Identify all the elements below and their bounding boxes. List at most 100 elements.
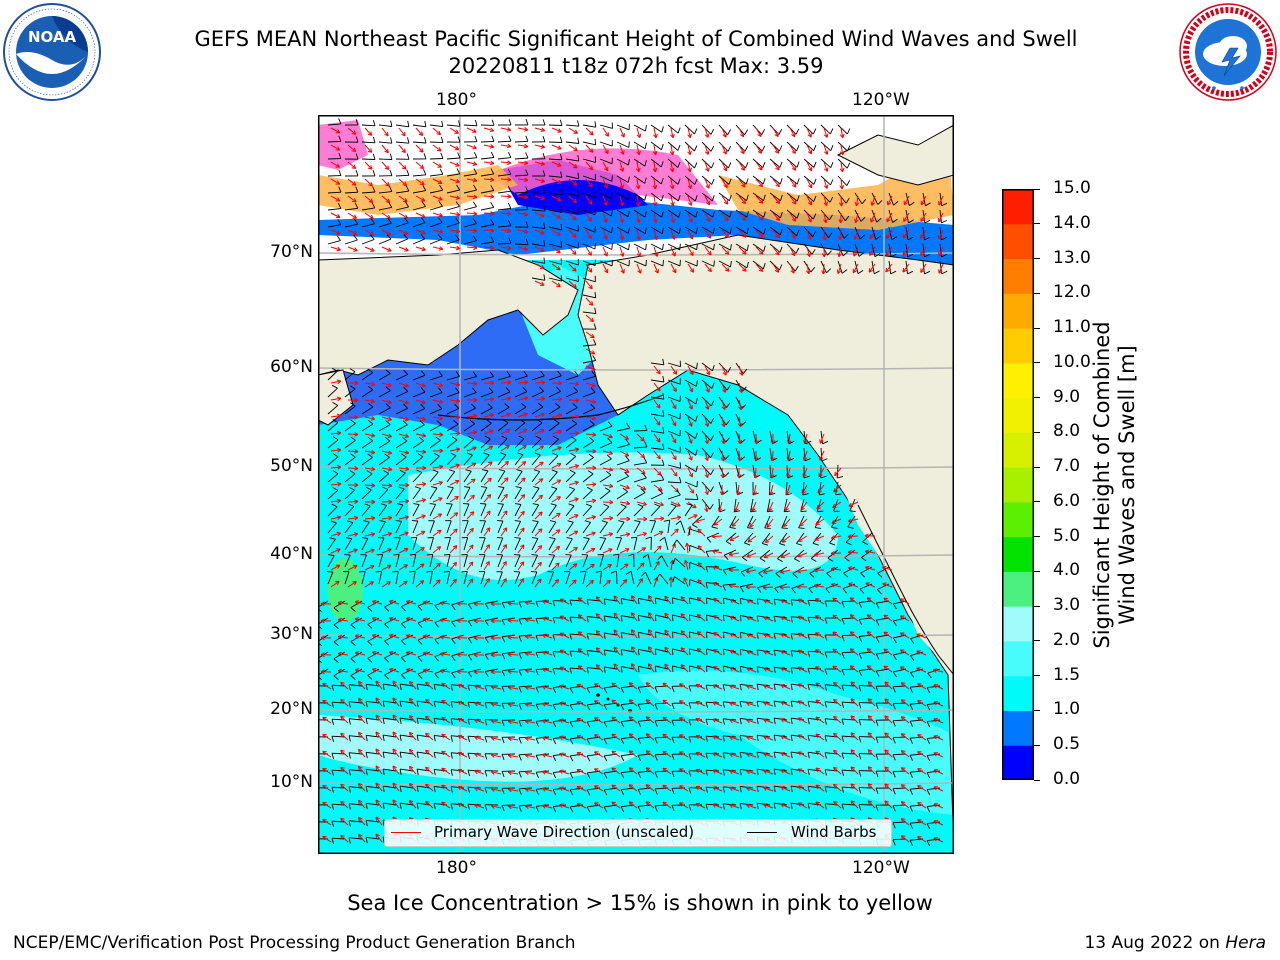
wave-direction-arrow [364,144,373,153]
wind-barb [803,124,817,135]
wind-barb [361,153,376,160]
wave-direction-arrow [670,229,676,240]
wave-direction-arrow [585,144,594,153]
wind-barb [633,226,647,234]
colorbar-tick-label: 0.5 [1053,734,1081,755]
wind-barb [463,135,478,143]
wind-barb [344,234,358,245]
wind-barb [532,119,546,126]
colorbar-segment [1002,745,1034,781]
wind-barb [429,217,443,228]
wave-direction-arrow [869,246,876,256]
wave-direction-arrow [738,127,745,138]
wave-direction-arrow [500,160,512,166]
wind-barb [463,152,478,160]
wave-direction-arrow [347,229,358,236]
wave-direction-arrow [687,212,693,223]
wind-barb [582,259,596,267]
wave-direction-arrow [432,195,443,201]
colorbar-segment [1002,710,1034,746]
us-coastline [857,504,954,676]
wind-barb [888,192,899,206]
map-title: GEFS MEAN Northeast Pacific Significant … [194,27,1078,51]
wave-direction-arrow [755,195,764,204]
wave-direction-arrow [534,263,545,269]
wave-direction-arrow [823,127,829,138]
wind-barb [718,226,732,234]
wave-direction-arrow [500,194,512,199]
wave-direction-arrow [738,161,745,171]
wave-direction-arrow [415,246,426,252]
wind-barb [565,275,579,283]
wave-direction-arrow [806,127,812,138]
wave-direction-arrow [755,127,762,138]
wave-direction-arrow [483,177,495,182]
wind-barb [837,209,850,222]
wave-direction-arrow [868,263,876,273]
wind-barb [718,175,732,185]
wind-barb [667,360,681,368]
wind-barb [735,243,749,252]
lon-label-bottom-120w: 120°W [852,858,910,878]
wave-direction-arrow [806,178,813,189]
wave-direction-arrow [415,212,426,218]
wave-direction-arrow [398,229,409,235]
wind-barb [837,158,851,169]
colorbar-tick-label: 11.0 [1053,317,1091,338]
wind-barb [429,120,444,128]
wind-barb [837,192,850,204]
wave-direction-arrow [330,127,341,134]
wave-direction-arrow [721,246,730,255]
wave-direction-arrow [687,144,692,156]
wind-barb [701,141,715,152]
wave-direction-arrow [398,246,409,252]
wave-direction-arrow [755,229,764,238]
wind-barb [497,237,512,245]
wave-direction-arrow [432,178,443,185]
wave-direction-arrow [636,229,641,241]
wave-direction-arrow [669,178,675,190]
wave-direction-arrow [568,229,577,238]
wave-direction-arrow [772,178,780,188]
wind-barb [531,205,546,212]
wind-barb [650,158,664,168]
wind-barb [616,123,630,131]
wind-barb [463,235,477,245]
colorbar-tick-label: 15.0 [1053,178,1091,198]
wave-direction-arrow [653,229,659,241]
wind-barb [497,168,512,177]
wind-barb [582,291,597,299]
wind-barb [548,223,563,231]
footer-credit: NCEP/EMC/Verification Post Processing Pr… [13,933,576,953]
wave-direction-arrow [920,229,927,239]
colorbar-tick-mark [1034,327,1040,329]
wave-direction-arrow [602,263,609,274]
wind-barb [684,260,698,267]
wave-direction-arrow [938,229,944,240]
wave-direction-arrow [789,229,796,239]
wind-barb [701,260,715,267]
wind-barb [735,192,749,201]
wave-direction-arrow [687,127,692,139]
wind-barb [395,217,409,228]
wave-direction-arrow [653,263,659,274]
wave-direction-arrow [534,229,545,235]
wave-direction-arrow [432,144,442,152]
wave-direction-arrow [721,263,730,272]
wave-direction-arrow [823,212,828,224]
wave-direction-arrow [652,178,658,190]
wind-barb [803,192,817,202]
wave-direction-arrow [551,144,562,150]
wind-barb [701,209,715,218]
colorbar-tick-mark [1034,362,1040,364]
colorbar-segment [1002,606,1034,642]
colorbar-tick-mark [1034,466,1040,468]
wind-barb [582,355,597,364]
colorbar-segment [1002,432,1034,468]
wind-barb [616,175,630,183]
wind-barb [327,135,342,143]
wave-direction-arrow [534,144,546,149]
wave-direction-arrow [551,178,562,185]
wind-barb [480,219,495,228]
wind-barb [582,226,596,233]
